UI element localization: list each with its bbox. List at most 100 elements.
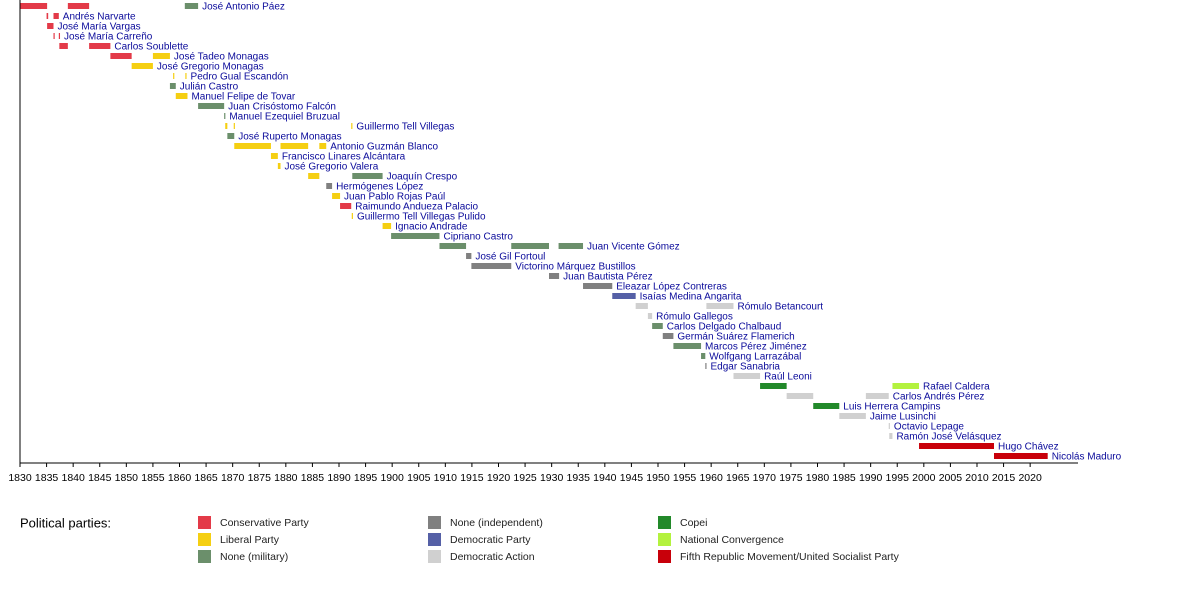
- term-bar: [439, 243, 467, 249]
- legend-swatch: [658, 516, 671, 529]
- term-bar: [169, 83, 176, 89]
- legend-title: Political parties:: [20, 515, 111, 530]
- x-tick-label: 1945: [620, 472, 644, 484]
- president-name: Eleazar López Contreras: [616, 282, 727, 293]
- term-bar: [58, 33, 61, 39]
- term-bar: [635, 303, 648, 309]
- legend-swatch: [428, 533, 441, 546]
- president-name: Carlos Delgado Chalbaud: [667, 322, 782, 333]
- term-bar: [583, 283, 613, 289]
- president-name: Pedro Gual Escandón: [191, 72, 289, 83]
- term-bar: [892, 383, 920, 389]
- x-tick-label: 1830: [8, 472, 32, 484]
- x-tick-label: 1875: [248, 472, 272, 484]
- term-bar: [391, 233, 440, 239]
- x-tick-label: 1935: [567, 472, 591, 484]
- president-name: Raimundo Andueza Palacio: [355, 202, 478, 213]
- legend-swatch: [428, 516, 441, 529]
- president-name: Julián Castro: [180, 82, 239, 93]
- x-tick-label: 2005: [939, 472, 963, 484]
- president-name: Carlos Andrés Pérez: [893, 392, 985, 403]
- legend-swatch: [198, 533, 211, 546]
- x-tick-label: 1970: [753, 472, 777, 484]
- term-bar: [889, 433, 893, 439]
- term-bar: [131, 63, 153, 69]
- term-bar: [786, 393, 814, 399]
- term-bar: [662, 333, 674, 339]
- term-bar: [184, 3, 199, 9]
- x-tick-label: 1855: [141, 472, 165, 484]
- president-name: Juan Bautista Pérez: [563, 272, 653, 283]
- president-name: Wolfgang Larrazábal: [709, 352, 801, 363]
- term-bar: [352, 173, 383, 179]
- term-bar: [59, 43, 68, 49]
- president-name: Guillermo Tell Villegas Pulido: [357, 212, 486, 223]
- x-tick-label: 1840: [61, 472, 85, 484]
- term-bar: [198, 103, 225, 109]
- president-name: Manuel Felipe de Tovar: [191, 92, 295, 103]
- x-tick-label: 2010: [965, 472, 989, 484]
- term-bar: [270, 153, 278, 159]
- x-tick-label: 1865: [194, 472, 218, 484]
- term-bar: [706, 303, 734, 309]
- term-bar: [919, 443, 994, 449]
- president-name: Hermógenes López: [336, 182, 423, 193]
- term-bar: [865, 393, 889, 399]
- term-bar: [612, 293, 636, 299]
- x-tick-label: 1915: [460, 472, 484, 484]
- president-name: José Gil Fortoul: [475, 252, 545, 263]
- term-bar: [67, 3, 90, 9]
- president-name: Cipriano Castro: [443, 232, 513, 243]
- x-tick-label: 1975: [779, 472, 803, 484]
- president-name: Juan Pablo Rojas Paúl: [344, 192, 445, 203]
- president-name: Raúl Leoni: [764, 372, 812, 383]
- president-name: Juan Crisóstomo Falcón: [228, 102, 336, 113]
- term-bar: [227, 133, 235, 139]
- x-tick-label: 1930: [540, 472, 564, 484]
- term-bar: [701, 353, 706, 359]
- x-tick-label: 1905: [407, 472, 431, 484]
- term-bar: [280, 143, 309, 149]
- president-name: Manuel Ezequiel Bruzual: [229, 112, 340, 123]
- x-tick-label: 1920: [487, 472, 511, 484]
- x-tick-label: 1835: [35, 472, 59, 484]
- president-name: Rómulo Betancourt: [737, 302, 823, 313]
- term-bar: [332, 193, 341, 199]
- x-tick-label: 1850: [115, 472, 139, 484]
- term-bar: [185, 73, 187, 79]
- president-name: Octavio Lepage: [894, 422, 964, 433]
- term-bar: [993, 453, 1048, 459]
- term-bar: [234, 143, 271, 149]
- term-bar: [760, 383, 787, 389]
- term-bar: [53, 33, 55, 39]
- x-tick-label: 1925: [513, 472, 537, 484]
- x-tick-label: 1890: [327, 472, 351, 484]
- president-name: José Gregorio Monagas: [157, 62, 264, 73]
- term-bar: [20, 3, 48, 9]
- x-tick-label: 1955: [673, 472, 697, 484]
- president-name: José Tadeo Monagas: [174, 52, 269, 63]
- term-bar: [225, 123, 228, 129]
- legend-label: National Convergence: [680, 534, 784, 546]
- x-tick-label: 1990: [859, 472, 883, 484]
- x-tick-label: 1950: [646, 472, 670, 484]
- president-name: Nicolás Maduro: [1052, 452, 1122, 463]
- term-bar: [110, 53, 132, 59]
- term-bar: [733, 373, 761, 379]
- president-name: Marcos Pérez Jiménez: [705, 342, 807, 353]
- x-tick-label: 1980: [806, 472, 830, 484]
- term-bar: [813, 403, 840, 409]
- term-bar: [558, 243, 584, 249]
- president-name: Ramón José Velásquez: [896, 432, 1001, 443]
- president-name: Jaime Lusinchi: [870, 412, 936, 423]
- term-bar: [340, 203, 352, 209]
- president-name: José María Carreño: [64, 32, 153, 43]
- x-tick-label: 1940: [593, 472, 617, 484]
- president-name: Juan Vicente Gómez: [587, 242, 680, 253]
- x-tick-label: 1895: [354, 472, 378, 484]
- legend-label: None (military): [220, 551, 288, 563]
- president-name: Guillermo Tell Villegas: [356, 122, 454, 133]
- term-bar: [173, 73, 175, 79]
- president-name: Victorino Márquez Bustillos: [515, 262, 635, 273]
